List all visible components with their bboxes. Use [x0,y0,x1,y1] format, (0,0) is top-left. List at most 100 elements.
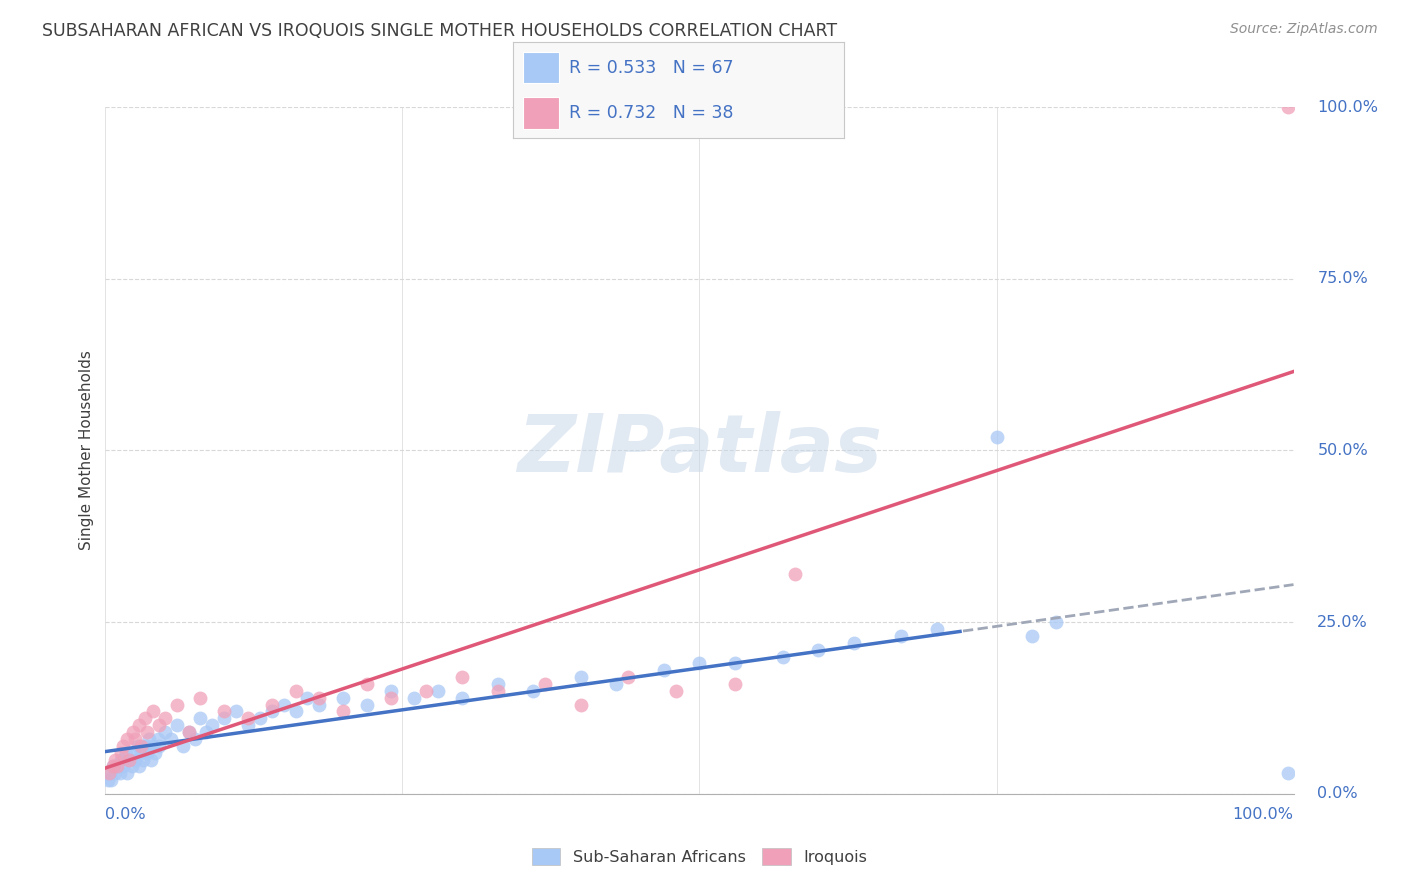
Point [105,759,128,773]
Point [100,773,122,788]
Point [617,670,640,684]
Point [129,746,152,760]
Point [136,725,159,739]
Point [783,567,806,582]
Point [724,677,747,691]
Point [124,731,146,746]
Point [105,759,128,773]
Point [522,683,544,698]
Point [450,690,472,705]
Point [308,690,330,705]
Text: Source: ZipAtlas.com: Source: ZipAtlas.com [1230,22,1378,37]
Point [135,739,157,753]
Point [689,657,711,671]
Point [652,663,675,677]
Point [114,746,136,760]
Point [249,711,271,725]
Point [236,711,259,725]
Point [136,746,159,760]
Point [332,705,354,719]
Point [153,711,176,725]
Point [115,731,138,746]
Point [128,718,150,732]
Point [101,759,124,773]
Legend: Sub-Saharan Africans, Iroquois: Sub-Saharan Africans, Iroquois [526,841,873,871]
Text: 0.0%: 0.0% [1317,787,1358,801]
Text: ZIPatlas: ZIPatlas [517,411,882,490]
Text: 50.0%: 50.0% [1317,443,1368,458]
Point [177,725,200,739]
Point [190,711,212,725]
Bar [523,97,560,128]
Point [225,705,247,719]
Point [486,683,509,698]
Point [201,718,224,732]
Point [260,698,283,712]
Point [134,711,156,725]
Point [121,725,143,739]
Point [148,718,170,732]
Point [112,759,135,773]
Point [138,731,160,746]
Point [115,766,138,780]
Point [297,690,319,705]
Point [450,670,472,684]
Point [110,753,132,767]
Point [724,657,747,671]
Point [118,753,141,767]
Point [427,683,450,698]
Point [284,705,307,719]
Point [569,670,592,684]
Y-axis label: Single Mother Households: Single Mother Households [79,351,94,550]
Point [380,683,402,698]
Point [273,698,295,712]
Point [177,725,200,739]
Point [122,746,145,760]
Text: 0.0%: 0.0% [105,807,146,822]
Point [127,739,149,753]
Text: SUBSAHARAN AFRICAN VS IROQUOIS SINGLE MOTHER HOUSEHOLDS CORRELATION CHART: SUBSAHARAN AFRICAN VS IROQUOIS SINGLE MO… [42,22,838,40]
Point [236,718,259,732]
Point [148,739,170,753]
Point [121,759,143,773]
Point [260,705,283,719]
Point [308,698,330,712]
Point [890,629,912,643]
Point [153,725,176,739]
Point [166,698,188,712]
Point [159,731,181,746]
Text: 25.0%: 25.0% [1317,615,1368,630]
Point [104,766,127,780]
Text: R = 0.732   N = 38: R = 0.732 N = 38 [569,104,734,122]
Point [569,698,592,712]
Point [665,683,688,698]
Point [146,731,169,746]
Text: 100.0%: 100.0% [1317,100,1378,114]
Point [772,649,794,664]
Text: 75.0%: 75.0% [1317,271,1368,286]
Text: 100.0%: 100.0% [1233,807,1294,822]
Point [104,753,127,767]
Point [139,753,162,767]
Point [128,759,150,773]
Point [1277,766,1299,780]
Point [534,677,557,691]
Point [124,753,146,767]
Point [1021,629,1043,643]
Point [142,739,165,753]
Point [284,683,307,698]
Point [986,430,1008,444]
Point [925,622,948,636]
Point [110,746,132,760]
Point [183,731,205,746]
Point [166,718,188,732]
Point [101,759,124,773]
Point [404,690,426,705]
Point [143,746,166,760]
Point [486,677,509,691]
Point [842,636,865,650]
Point [415,683,437,698]
Point [332,690,354,705]
Point [195,725,218,739]
Point [214,711,236,725]
